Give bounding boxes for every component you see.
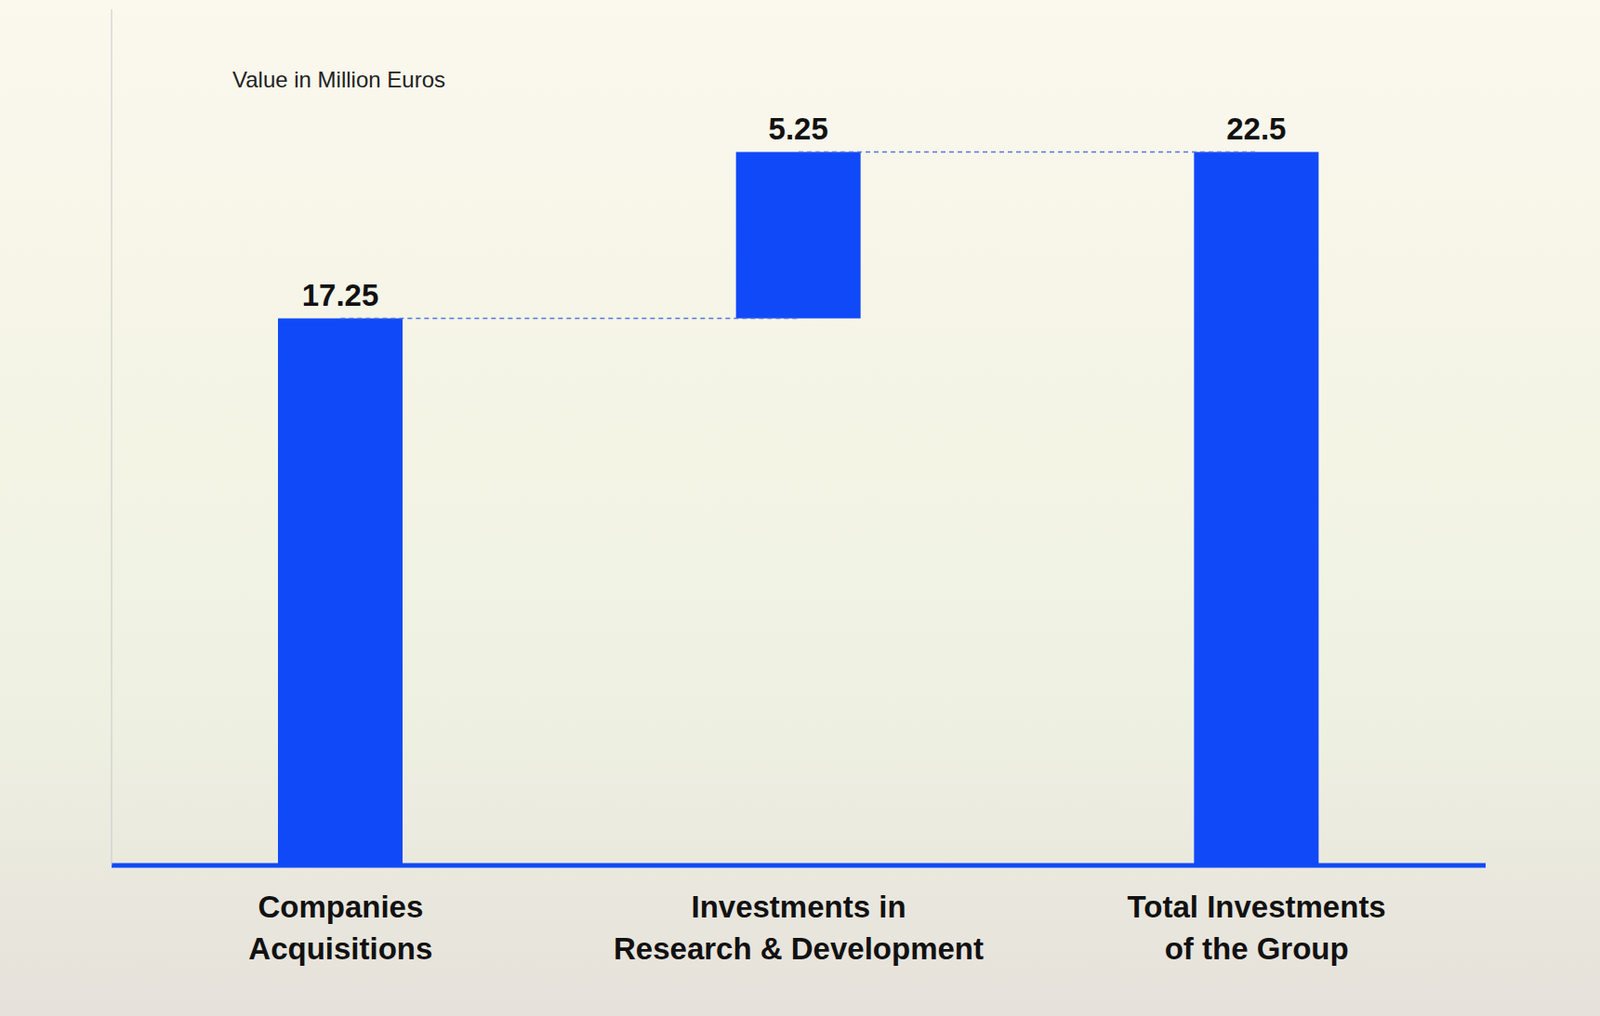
svg-text:of the Group: of the Group — [1164, 931, 1349, 966]
svg-text:17.25: 17.25 — [302, 277, 380, 313]
svg-text:Companies: Companies — [257, 889, 424, 925]
svg-text:5.25: 5.25 — [768, 111, 829, 146]
svg-text:Investments in: Investments in — [690, 889, 906, 925]
svg-text:Acquisitions: Acquisitions — [248, 931, 433, 966]
svg-text:Total Investments: Total Investments — [1127, 889, 1387, 925]
svg-text:Research & Development: Research & Development — [613, 931, 984, 966]
html-text:Value in Million Euros: Value in Million Euros — [232, 66, 446, 93]
svg-text:22.5: 22.5 — [1226, 111, 1286, 146]
